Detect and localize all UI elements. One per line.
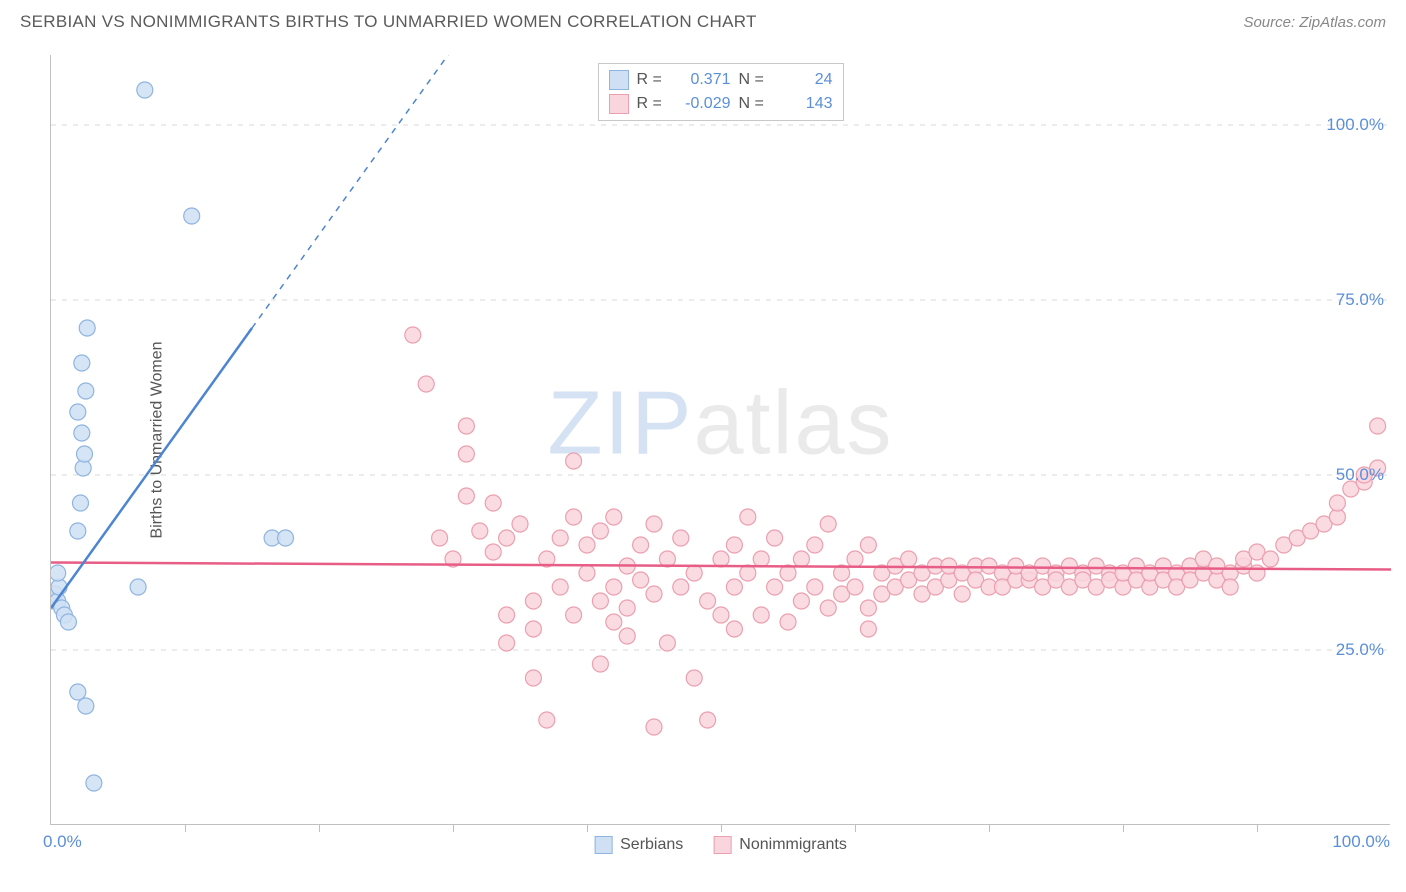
x-axis-min-label: 0.0% — [43, 832, 82, 852]
bottom-legend: Serbians Nonimmigrants — [594, 836, 847, 854]
r-label-2: R = — [637, 95, 667, 113]
scatter-svg — [51, 55, 1391, 825]
x-tick — [1123, 824, 1124, 832]
chart-plot-area: Births to Unmarried Women ZIPatlas 25.0%… — [50, 55, 1390, 825]
x-axis-max-label: 100.0% — [1332, 832, 1390, 852]
r-value-nonimmigrants: -0.029 — [675, 95, 731, 113]
x-tick — [453, 824, 454, 832]
legend-label-nonimmigrants: Nonimmigrants — [739, 836, 847, 854]
y-tick-label: 50.0% — [1336, 465, 1384, 485]
r-label: R = — [637, 71, 667, 89]
y-tick-label: 25.0% — [1336, 640, 1384, 660]
stats-swatch-nonimmigrants — [609, 94, 629, 114]
y-tick-label: 75.0% — [1336, 290, 1384, 310]
n-label-2: N = — [739, 95, 769, 113]
chart-title: SERBIAN VS NONIMMIGRANTS BIRTHS TO UNMAR… — [20, 12, 757, 32]
x-tick — [319, 824, 320, 832]
n-label: N = — [739, 71, 769, 89]
x-tick — [587, 824, 588, 832]
stats-legend-box: R = 0.371 N = 24 R = -0.029 N = 143 — [598, 63, 844, 121]
x-tick — [721, 824, 722, 832]
stats-swatch-serbians — [609, 70, 629, 90]
source-attribution: Source: ZipAtlas.com — [1243, 14, 1386, 31]
legend-swatch-nonimmigrants — [713, 836, 731, 854]
legend-swatch-serbians — [594, 836, 612, 854]
x-tick — [1257, 824, 1258, 832]
x-tick — [185, 824, 186, 832]
legend-label-serbians: Serbians — [620, 836, 683, 854]
n-value-serbians: 24 — [777, 71, 833, 89]
n-value-nonimmigrants: 143 — [777, 95, 833, 113]
y-tick-label: 100.0% — [1326, 115, 1384, 135]
x-tick — [989, 824, 990, 832]
r-value-serbians: 0.371 — [675, 71, 731, 89]
x-tick — [855, 824, 856, 832]
